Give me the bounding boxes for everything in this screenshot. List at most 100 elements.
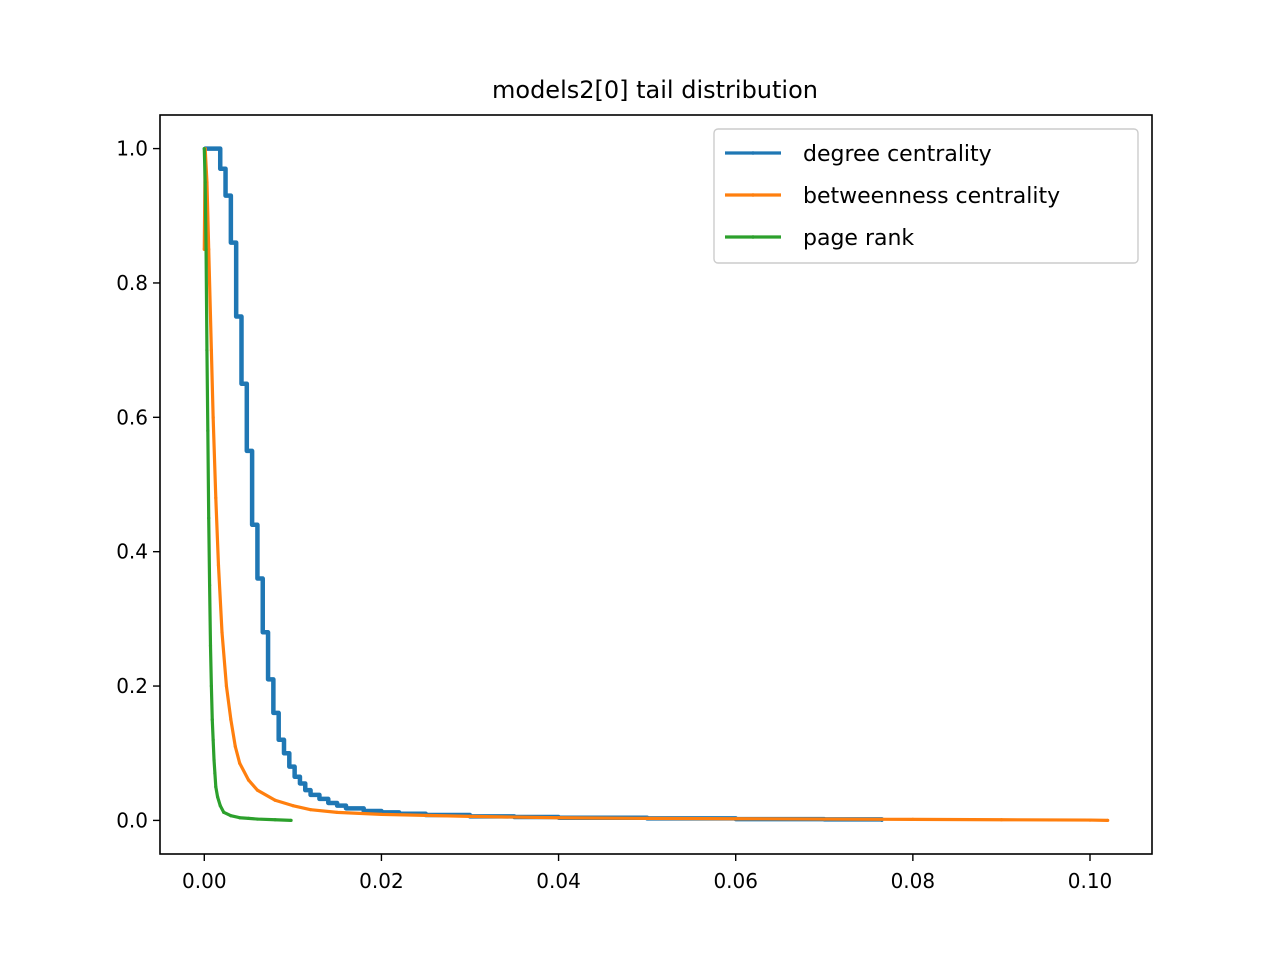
data-point-2-4 (206, 429, 210, 433)
data-point-0-1 (208, 146, 212, 151)
data-point-2-8 (209, 684, 213, 688)
data-point-2-16 (222, 810, 226, 814)
data-point-2-20 (255, 817, 260, 821)
legend-label: degree centrality (803, 142, 992, 167)
x-tick-label: 0.00 (182, 869, 227, 893)
data-point-2-3 (205, 348, 209, 352)
data-point-1-10 (229, 718, 233, 722)
x-tick-label: 0.10 (1068, 869, 1113, 893)
data-point-2-19 (246, 816, 251, 820)
data-point-0-19 (303, 788, 307, 792)
chart-title: models2[0] tail distribution (492, 76, 818, 104)
data-point-0-3 (218, 167, 222, 171)
data-point-2-15 (218, 804, 222, 808)
data-point-1-15 (273, 798, 277, 802)
data-point-0-9 (250, 523, 254, 527)
data-point-1-20 (468, 814, 472, 818)
x-tick-label: 0.04 (536, 869, 581, 893)
data-point-0-12 (266, 677, 270, 681)
data-point-0-25 (362, 809, 366, 813)
data-point-0-13 (271, 711, 275, 715)
data-point-0-7 (239, 382, 244, 386)
series-layer (202, 146, 1110, 823)
data-point-2-17 (229, 814, 233, 818)
data-point-1-19 (379, 812, 384, 816)
data-point-0-17 (293, 775, 297, 779)
data-point-1-17 (308, 808, 313, 812)
data-point-1-7 (216, 563, 221, 567)
data-point-1-22 (645, 816, 649, 820)
axes-frame (159, 114, 1153, 855)
data-point-1-12 (238, 761, 242, 765)
data-point-2-18 (238, 816, 242, 820)
data-point-0-24 (344, 806, 348, 810)
y-tick-label: 1.0 (116, 137, 148, 161)
y-tick-label: 0.4 (116, 540, 148, 564)
data-point-0-11 (261, 630, 265, 634)
data-point-2-0 (202, 146, 206, 151)
data-point-1-25 (911, 817, 915, 822)
y-tick-label: 0.2 (116, 674, 148, 698)
data-point-2-21 (273, 818, 277, 822)
data-point-2-22 (289, 818, 293, 823)
data-point-0-6 (234, 314, 238, 319)
data-point-1-9 (224, 684, 229, 688)
data-point-0-4 (223, 194, 228, 198)
data-point-0-23 (335, 804, 339, 808)
data-point-1-5 (211, 415, 215, 419)
data-point-0-20 (308, 793, 313, 797)
legend-marker (751, 151, 755, 155)
data-point-0-5 (229, 241, 233, 245)
data-point-2-13 (214, 785, 218, 789)
data-point-1-23 (734, 817, 738, 821)
data-point-1-16 (291, 804, 295, 808)
data-point-0-2 (213, 146, 217, 151)
data-point-2-5 (207, 516, 211, 520)
legend-label: betweenness centrality (803, 184, 1060, 209)
data-point-2-10 (211, 738, 215, 742)
data-point-2-6 (208, 583, 212, 587)
data-point-0-16 (287, 765, 291, 769)
data-point-2-2 (204, 247, 208, 251)
data-point-1-24 (822, 817, 826, 821)
data-point-1-3 (207, 247, 211, 251)
legend-box (713, 128, 1139, 264)
data-point-0-10 (255, 576, 260, 581)
legend-label: page rank (803, 226, 914, 251)
data-point-0-22 (326, 801, 330, 805)
data-point-0-18 (298, 781, 302, 786)
legend-marker (751, 235, 755, 239)
y-axis: 0.0 0.2 0.4 0.6 0.8 1.0 (116, 137, 160, 832)
data-point-1-13 (246, 778, 251, 782)
y-tick-label: 0.0 (116, 808, 148, 832)
legend-marker (751, 193, 755, 197)
data-point-1-4 (209, 348, 213, 352)
y-tick-label: 0.8 (116, 271, 148, 295)
data-point-0-21 (317, 797, 322, 801)
data-point-1-26 (999, 818, 1004, 822)
data-point-2-12 (213, 771, 217, 775)
data-point-0-8 (245, 449, 249, 453)
data-point-0-14 (277, 738, 281, 742)
data-point-2-1 (203, 180, 207, 184)
data-point-1-14 (255, 788, 260, 792)
data-point-1-8 (220, 630, 224, 634)
x-axis: 0.00 0.02 0.04 0.06 0.08 0.10 (182, 854, 1112, 893)
data-point-1-28 (1106, 818, 1110, 823)
x-tick-label: 0.02 (359, 869, 404, 893)
data-point-0-15 (282, 751, 286, 755)
data-point-2-9 (210, 718, 214, 722)
data-point-2-7 (208, 644, 213, 648)
data-point-2-11 (212, 758, 216, 762)
data-point-1-11 (233, 744, 237, 749)
data-point-1-27 (1088, 818, 1092, 822)
y-tick-label: 0.6 (116, 405, 148, 429)
data-point-1-18 (335, 810, 339, 814)
x-tick-label: 0.06 (713, 869, 758, 893)
data-point-1-21 (556, 816, 561, 820)
data-point-2-14 (215, 795, 220, 799)
x-tick-label: 0.08 (891, 869, 936, 893)
legend: degree centrality betweenness centrality p… (713, 128, 1139, 264)
data-point-1-6 (214, 496, 218, 500)
